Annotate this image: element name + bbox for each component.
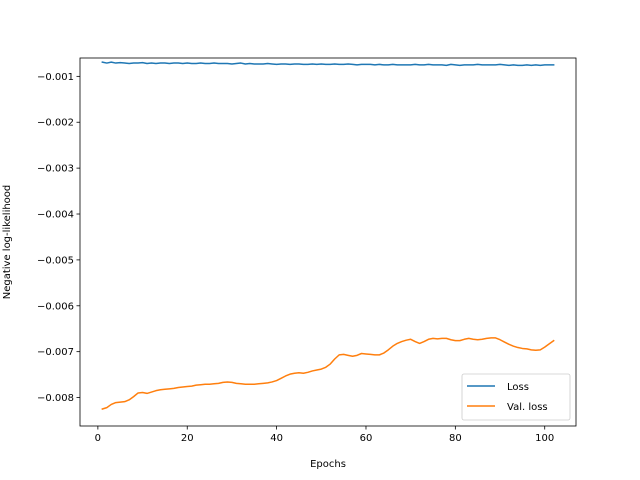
y-tick-label: −0.004 bbox=[37, 210, 74, 221]
x-tick-label: 100 bbox=[535, 433, 554, 444]
y-tick-label: −0.008 bbox=[37, 393, 74, 404]
x-tick-label: 0 bbox=[95, 433, 101, 444]
y-tick-label: −0.006 bbox=[37, 301, 74, 312]
x-tick-label: 80 bbox=[449, 433, 462, 444]
x-axis-ticks: 0 20 40 60 80 100 bbox=[95, 426, 554, 444]
series-line-val-loss bbox=[101, 337, 555, 410]
series-line-loss bbox=[101, 61, 555, 67]
y-tick-label: −0.005 bbox=[37, 255, 74, 266]
y-axis-label: Negative log-likelihood bbox=[2, 185, 13, 300]
legend-box bbox=[461, 373, 571, 421]
legend-label-loss: Loss bbox=[507, 382, 529, 393]
legend-label-val-loss: Val. loss bbox=[507, 402, 548, 413]
plot-frame bbox=[79, 57, 577, 427]
y-tick-label: −0.001 bbox=[37, 72, 74, 83]
legend: Loss Val. loss bbox=[461, 373, 571, 421]
plot-area bbox=[80, 58, 576, 426]
y-tick-label: −0.007 bbox=[37, 347, 74, 358]
y-tick-label: −0.002 bbox=[37, 118, 74, 129]
x-tick-label: 40 bbox=[270, 433, 283, 444]
y-axis-ticks: −0.001 −0.002 −0.003 −0.004 −0.005 −0.006 −0.0… bbox=[37, 72, 80, 404]
series-layer bbox=[101, 61, 555, 410]
x-axis-label: Epochs bbox=[310, 459, 346, 470]
x-tick-label: 60 bbox=[360, 433, 373, 444]
y-tick-label: −0.003 bbox=[37, 164, 74, 175]
x-tick-label: 20 bbox=[181, 433, 194, 444]
